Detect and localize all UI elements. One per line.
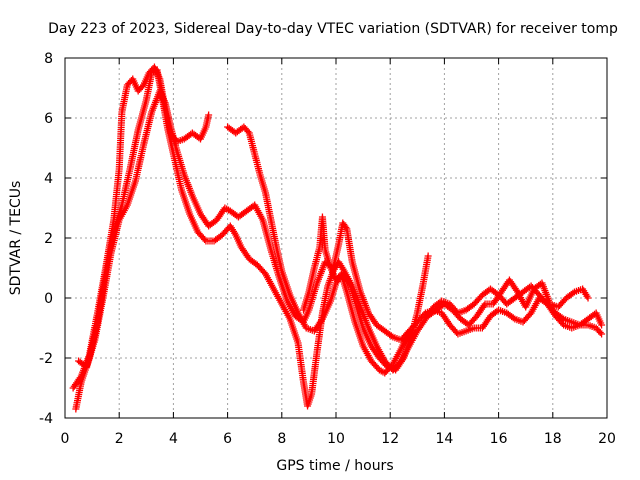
series-arc-4 [224, 123, 432, 374]
y-tick-label: -4 [39, 411, 53, 427]
grid [65, 58, 607, 418]
data-point [424, 252, 432, 260]
data-point [598, 321, 606, 329]
x-tick-label: 4 [169, 431, 178, 447]
x-tick-label: 2 [115, 431, 124, 447]
x-tick-label: 0 [61, 431, 70, 447]
data-point-interp [387, 332, 395, 340]
x-axis-label: GPS time / hours [276, 458, 393, 474]
y-tick-label: 0 [44, 291, 53, 307]
y-tick-label: 4 [44, 171, 53, 187]
x-tick-label: 8 [277, 431, 286, 447]
data-point [598, 330, 606, 338]
data-point-interp [509, 314, 517, 322]
data-point [405, 327, 413, 335]
chart-title: Day 223 of 2023, Sidereal Day-to-day VTE… [48, 21, 618, 37]
data-point-interp [201, 236, 209, 243]
axis-ticks: 0 2 4 6 8 10 12 14 16 18 20 -4 -2 0 2 4 6 8 [39, 51, 616, 447]
x-tick-label: 16 [490, 431, 508, 447]
x-tick-label: 20 [598, 431, 616, 447]
y-tick-label: -2 [39, 351, 53, 367]
data-point [205, 111, 213, 119]
y-tick-label: 6 [44, 111, 53, 127]
y-tick-label: 8 [44, 51, 53, 67]
x-tick-label: 12 [381, 431, 399, 447]
x-tick-label: 6 [223, 431, 232, 447]
x-tick-label: 18 [544, 431, 562, 447]
data-points [69, 63, 606, 413]
data-point [584, 294, 592, 302]
y-axis-label: SDTVAR / TECUs [8, 181, 24, 296]
series-arc-6 [424, 276, 592, 329]
series-arc-2 [75, 87, 606, 371]
data-point-interp [596, 329, 604, 336]
x-tick-label: 10 [327, 431, 345, 447]
x-tick-label: 14 [435, 431, 453, 447]
y-tick-label: 2 [44, 231, 53, 247]
series-arc-3 [69, 63, 213, 392]
data-point-interp [569, 289, 577, 297]
data-point-interp [244, 128, 252, 135]
data-point-interp [342, 224, 350, 231]
series-arc-5 [299, 213, 413, 377]
